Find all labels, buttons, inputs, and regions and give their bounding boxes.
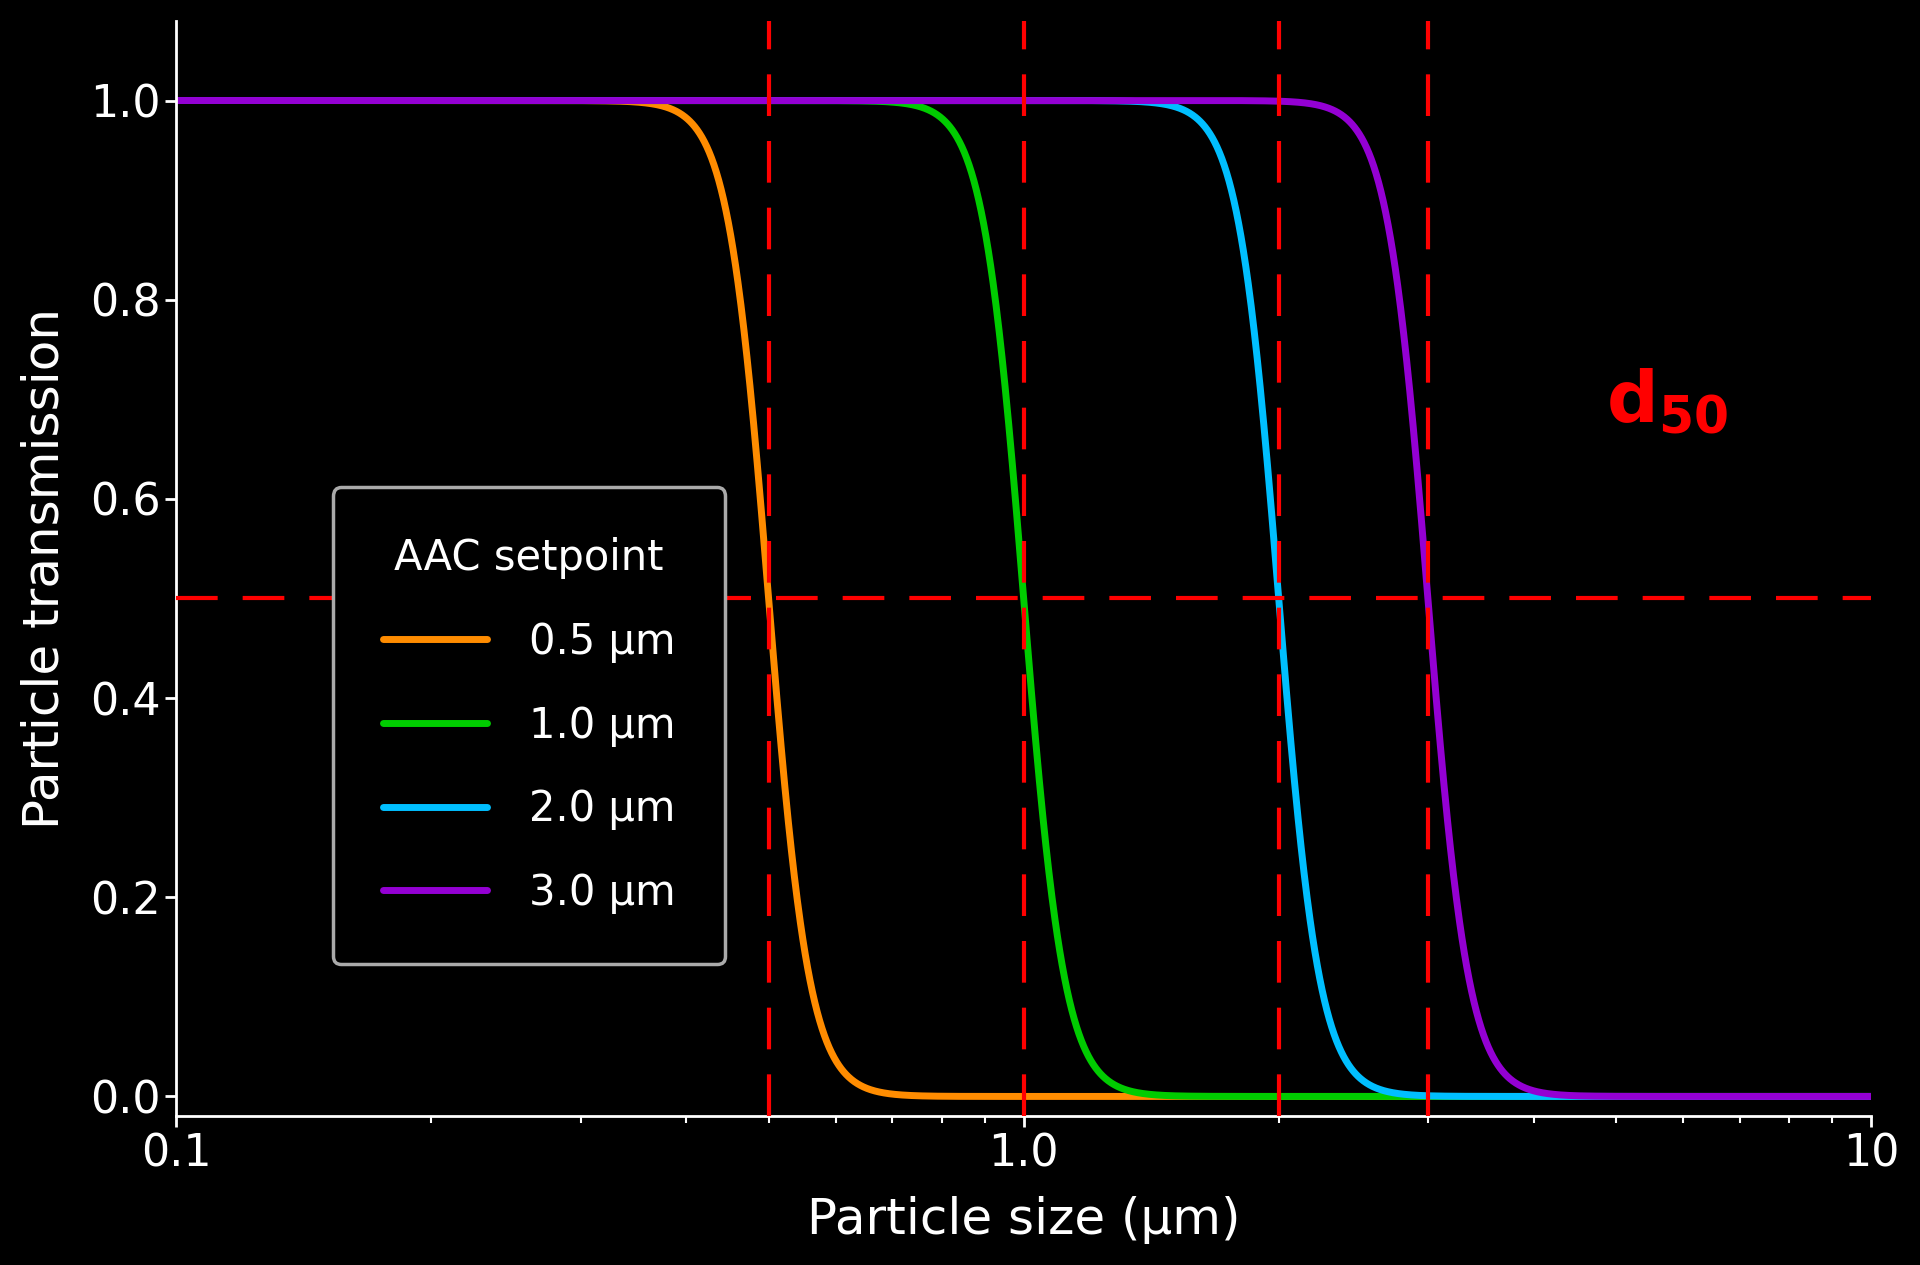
Line: 2.0 μm: 2.0 μm bbox=[138, 100, 1920, 1097]
Y-axis label: Particle transmission: Particle transmission bbox=[21, 309, 69, 829]
2.0 μm bbox=[1891, 1089, 1914, 1104]
2.0 μm bbox=[816, 92, 839, 108]
3.0 μm bbox=[1697, 1089, 1720, 1104]
3.0 μm bbox=[127, 92, 150, 108]
0.5 μm bbox=[816, 1037, 839, 1052]
0.5 μm bbox=[127, 92, 150, 108]
3.0 μm bbox=[332, 92, 355, 108]
1.0 μm bbox=[816, 94, 839, 109]
0.5 μm bbox=[1697, 1089, 1720, 1104]
3.0 μm bbox=[438, 92, 461, 108]
Line: 1.0 μm: 1.0 μm bbox=[138, 100, 1920, 1097]
0.5 μm bbox=[1891, 1089, 1914, 1104]
2.0 μm bbox=[438, 92, 461, 108]
X-axis label: Particle size (μm): Particle size (μm) bbox=[806, 1197, 1240, 1245]
0.5 μm bbox=[332, 92, 355, 108]
1.0 μm bbox=[438, 92, 461, 108]
0.5 μm bbox=[895, 1088, 918, 1103]
0.5 μm bbox=[438, 92, 461, 108]
1.0 μm bbox=[127, 92, 150, 108]
1.0 μm bbox=[1891, 1089, 1914, 1104]
1.0 μm bbox=[1697, 1089, 1720, 1104]
3.0 μm bbox=[895, 92, 918, 108]
2.0 μm bbox=[1697, 1089, 1720, 1104]
Legend: 0.5 μm, 1.0 μm, 2.0 μm, 3.0 μm: 0.5 μm, 1.0 μm, 2.0 μm, 3.0 μm bbox=[332, 487, 726, 964]
2.0 μm bbox=[127, 92, 150, 108]
1.0 μm bbox=[895, 96, 918, 111]
2.0 μm bbox=[895, 92, 918, 108]
3.0 μm bbox=[816, 92, 839, 108]
3.0 μm bbox=[1891, 1089, 1914, 1104]
2.0 μm bbox=[332, 92, 355, 108]
1.0 μm bbox=[332, 92, 355, 108]
Line: 3.0 μm: 3.0 μm bbox=[138, 100, 1920, 1097]
Line: 0.5 μm: 0.5 μm bbox=[138, 100, 1920, 1097]
Text: $\mathbf{d_{50}}$: $\mathbf{d_{50}}$ bbox=[1607, 367, 1728, 438]
